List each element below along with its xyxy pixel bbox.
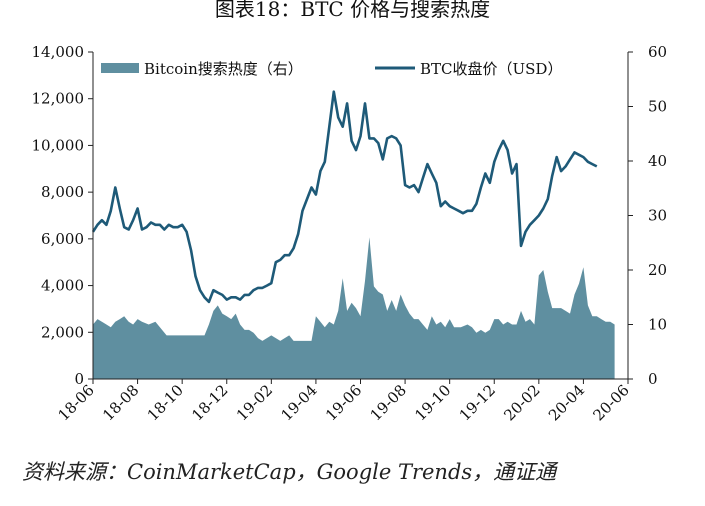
y-right-tick-label: 10 [648, 316, 667, 334]
x-tick-label: 18-08 [99, 381, 142, 424]
x-tick-label: 19-08 [367, 381, 410, 424]
legend: Bitcoin搜索热度（右） BTC收盘价（USD） [101, 60, 562, 78]
y-left-tick-label: 14,000 [32, 43, 85, 61]
y-left-tick-label: 12,000 [32, 90, 85, 108]
y-right-tick-label: 40 [648, 152, 667, 170]
x-tick-label: 18-12 [188, 381, 231, 424]
x-tick-label: 19-10 [411, 381, 454, 424]
series-btc-price-line [91, 90, 598, 304]
y-left-tick-label: 4,000 [41, 277, 84, 295]
y-left-tick-label: 6,000 [41, 230, 84, 248]
y-right-tick-label: 0 [648, 370, 658, 388]
legend-swatch-search-heat [101, 63, 139, 73]
legend-label-search-heat: Bitcoin搜索热度（右） [144, 60, 303, 78]
y-left-tick-label: 8,000 [41, 183, 84, 201]
x-tick-label: 20-02 [500, 381, 543, 424]
y-left-tick-label: 2,000 [41, 323, 84, 341]
x-tick-label: 19-06 [322, 381, 365, 424]
btc-price-line-layer [91, 90, 598, 304]
x-tick-label: 19-02 [233, 381, 276, 424]
source-note: 资料来源：CoinMarketCap，Google Trends，通证通 [22, 460, 557, 484]
y-right-tick-label: 30 [648, 207, 667, 225]
y-left-tick-label: 0 [74, 370, 84, 388]
y-right-tick-label: 20 [648, 261, 667, 279]
x-tick-label: 19-04 [277, 381, 320, 424]
x-tick-label: 19-12 [456, 381, 499, 424]
chart-title: 图表18：BTC 价格与搜索热度 [214, 0, 491, 21]
legend-label-btc-price: BTC收盘价（USD） [420, 60, 562, 78]
y-right-tick-label: 60 [648, 43, 667, 61]
x-tick-label: 20-04 [545, 381, 588, 424]
y-right-tick-label: 50 [648, 98, 667, 116]
y-left-tick-label: 10,000 [32, 136, 85, 154]
series-search-heat-area [93, 237, 615, 379]
x-tick-label: 20-06 [590, 381, 633, 424]
x-tick-label: 18-10 [144, 381, 187, 424]
search-heat-area-layer [93, 237, 615, 379]
